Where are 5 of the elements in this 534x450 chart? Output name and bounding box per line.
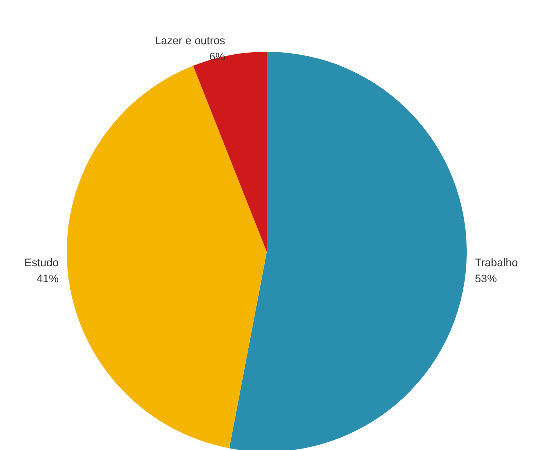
- slice-label: Estudo: [24, 257, 59, 270]
- slice-label: Trabalho: [475, 257, 518, 270]
- data-label: 41%: [36, 273, 60, 286]
- data-label: 53%: [475, 273, 498, 286]
- slice-label: Lazer e outros: [155, 36, 226, 48]
